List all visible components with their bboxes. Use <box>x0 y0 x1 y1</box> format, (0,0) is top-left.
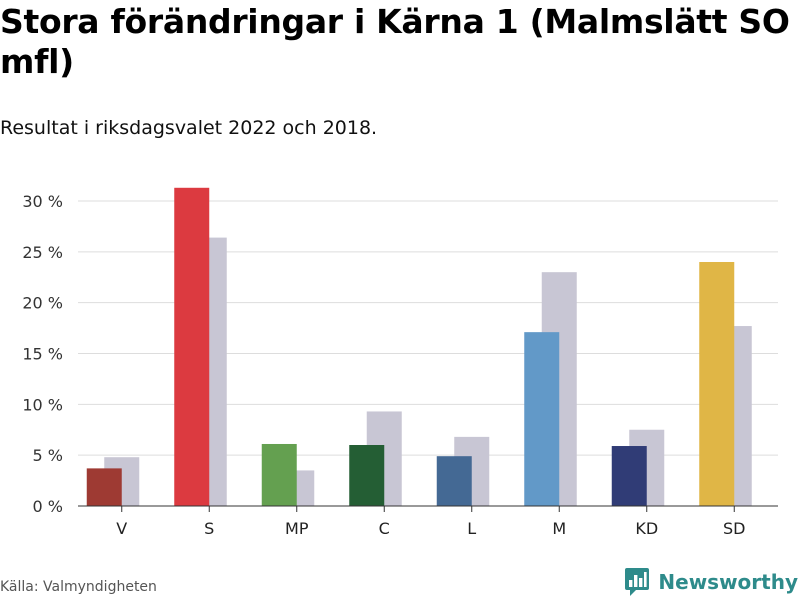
x-tick-label: M <box>552 519 566 538</box>
x-tick-label: MP <box>285 519 309 538</box>
y-tick-label: 20 % <box>22 294 63 313</box>
y-tick-label: 5 % <box>33 446 63 465</box>
bar-s-series-1 <box>174 187 210 507</box>
chart-title: Stora förändringar i Kärna 1 (Malmslätt … <box>0 2 790 81</box>
brand-logo[interactable]: Newsworthy <box>624 567 798 597</box>
bar-c-series-1 <box>349 445 385 506</box>
bar-mp-series-1 <box>261 443 297 506</box>
bar-m-series-1 <box>524 332 560 506</box>
bar-sd-series-1 <box>699 262 735 506</box>
x-tick-label: C <box>379 519 390 538</box>
bar-v-series-1 <box>86 468 122 506</box>
x-tick-label: L <box>467 519 476 538</box>
x-tick-label: SD <box>723 519 745 538</box>
y-tick-label: 30 % <box>22 192 63 211</box>
y-tick-label: 15 % <box>22 345 63 364</box>
axes: 0 % 5 % 10 % 15 % 20 % 25 % 30 % V S MP C L M KD SD <box>22 192 778 538</box>
bars <box>86 187 752 507</box>
y-tick-label: 0 % <box>33 497 63 516</box>
newsworthy-logo-icon <box>625 568 650 596</box>
chart-subtitle: Resultat i riksdagsvalet 2022 och 2018. <box>0 117 378 139</box>
bar-kd-series-1 <box>611 446 647 506</box>
x-tick-label: KD <box>635 519 658 538</box>
x-tick-label: S <box>204 519 214 538</box>
brand-name: Newsworthy <box>658 570 798 594</box>
source-note: Källa: Valmyndigheten <box>0 579 157 595</box>
y-tick-label: 25 % <box>22 243 63 262</box>
y-tick-label: 10 % <box>22 395 63 414</box>
x-tick-label: V <box>116 519 127 538</box>
bar-l-series-1 <box>436 456 472 506</box>
